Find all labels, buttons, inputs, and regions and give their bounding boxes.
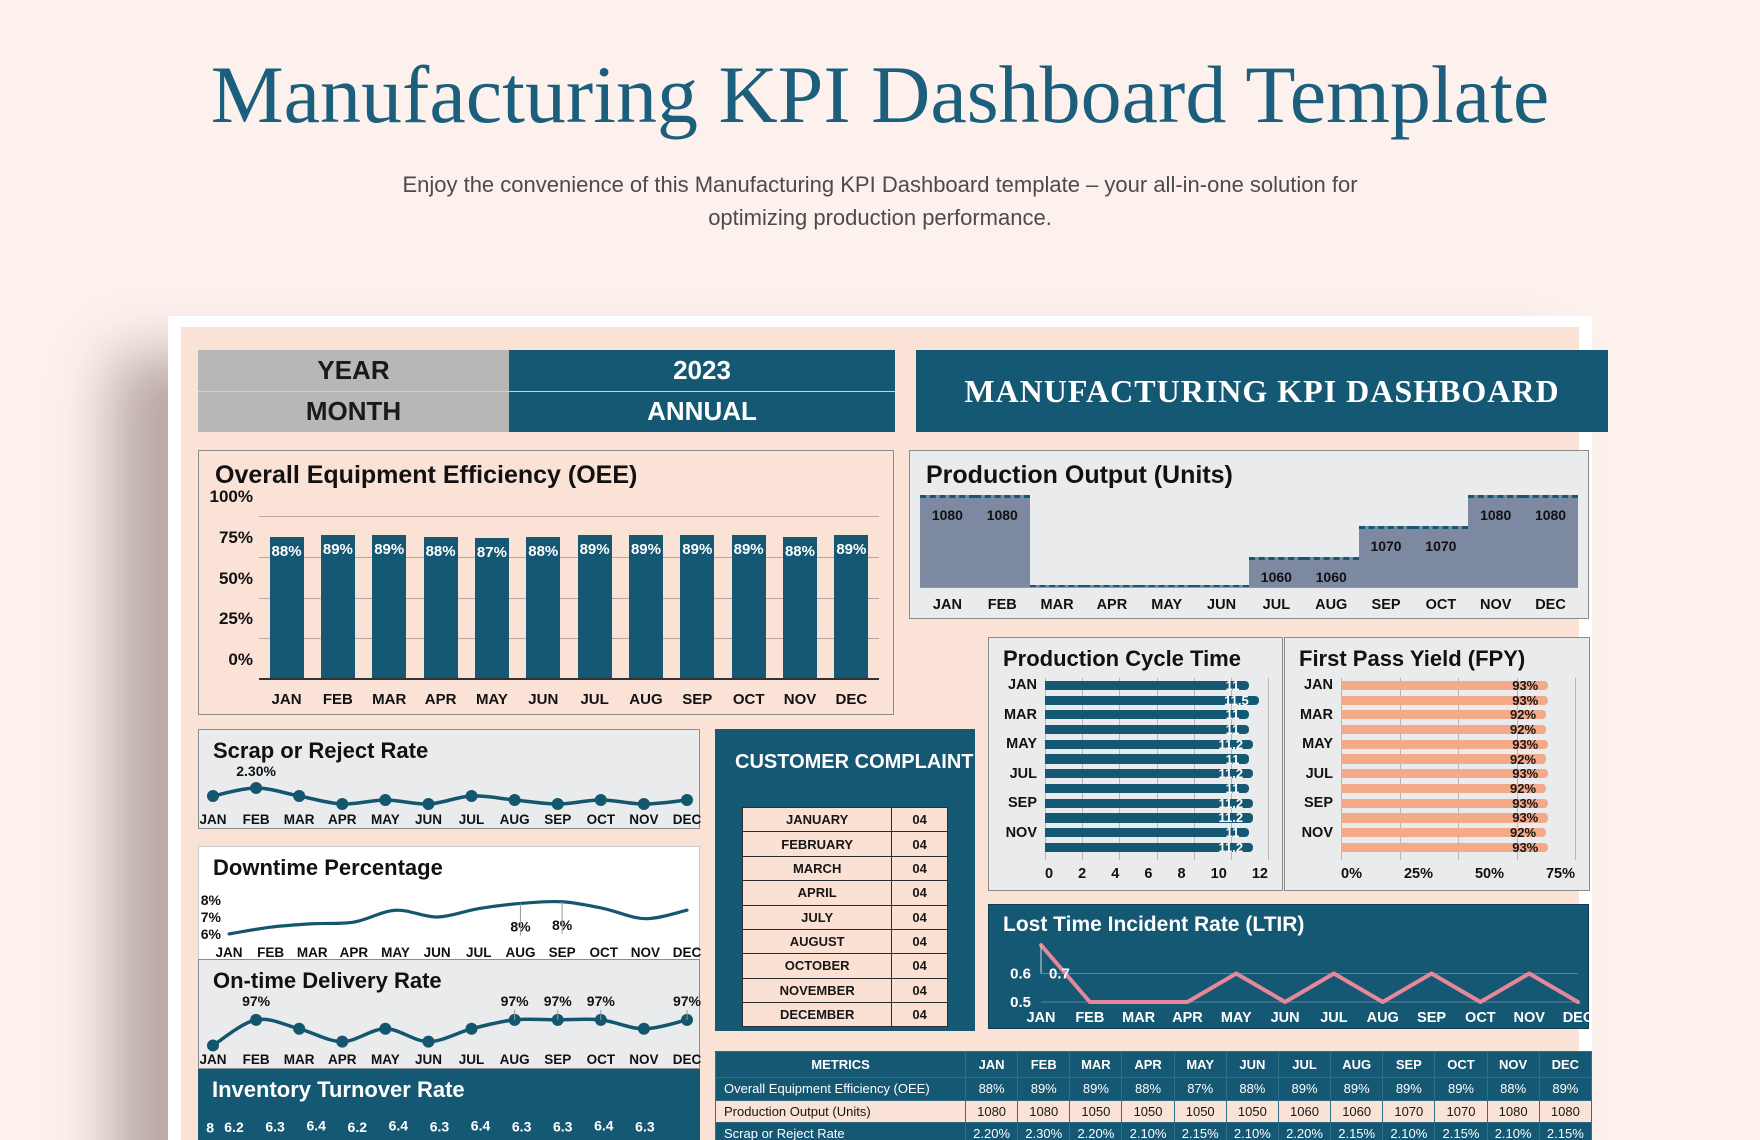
- svg-text:0.6: 0.6: [1010, 966, 1031, 983]
- svg-text:AUG: AUG: [1367, 1010, 1399, 1026]
- svg-text:NOV: NOV: [1513, 1010, 1545, 1026]
- svg-text:DEC: DEC: [673, 1052, 701, 1067]
- svg-text:MAY: MAY: [371, 1052, 400, 1067]
- svg-text:FEB: FEB: [1075, 1010, 1104, 1026]
- svg-text:8: 8: [206, 1120, 214, 1136]
- svg-text:FEB: FEB: [243, 812, 270, 827]
- svg-text:NOV: NOV: [629, 812, 658, 827]
- svg-text:JAN: JAN: [215, 945, 242, 960]
- svg-text:OCT: OCT: [589, 945, 618, 960]
- svg-text:JAN: JAN: [1026, 1010, 1055, 1026]
- svg-text:JUL: JUL: [466, 945, 492, 960]
- svg-text:DEC: DEC: [1563, 1010, 1590, 1026]
- svg-text:MAR: MAR: [284, 812, 315, 827]
- svg-text:DEC: DEC: [673, 812, 701, 827]
- svg-text:0.7: 0.7: [1049, 966, 1070, 983]
- svg-text:SEP: SEP: [1417, 1010, 1446, 1026]
- svg-text:OCT: OCT: [587, 1052, 616, 1067]
- svg-text:MAY: MAY: [371, 812, 400, 827]
- svg-text:JUN: JUN: [415, 812, 442, 827]
- svg-text:JUN: JUN: [424, 945, 451, 960]
- svg-text:MAY: MAY: [381, 945, 410, 960]
- svg-text:6.4: 6.4: [471, 1117, 491, 1133]
- svg-text:SEP: SEP: [549, 945, 576, 960]
- svg-text:AUG: AUG: [500, 1052, 530, 1067]
- svg-text:AUG: AUG: [500, 812, 530, 827]
- svg-text:FEB: FEB: [257, 945, 284, 960]
- svg-text:6.3: 6.3: [635, 1118, 655, 1134]
- svg-text:6.3: 6.3: [553, 1118, 573, 1134]
- svg-text:MAR: MAR: [284, 1052, 315, 1067]
- svg-text:MAR: MAR: [1122, 1010, 1156, 1026]
- svg-text:97%: 97%: [587, 993, 616, 1009]
- svg-text:6.3: 6.3: [265, 1118, 285, 1134]
- svg-text:JUN: JUN: [1271, 1010, 1300, 1026]
- svg-text:MAR: MAR: [297, 945, 328, 960]
- svg-text:6.3: 6.3: [512, 1118, 532, 1134]
- svg-text:JAN: JAN: [199, 812, 226, 827]
- svg-text:APR: APR: [328, 812, 357, 827]
- svg-text:JUL: JUL: [459, 1052, 485, 1067]
- svg-text:NOV: NOV: [629, 1052, 658, 1067]
- svg-text:6.2: 6.2: [224, 1119, 244, 1135]
- svg-text:FEB: FEB: [243, 1052, 270, 1067]
- svg-text:JUL: JUL: [459, 812, 485, 827]
- svg-text:APR: APR: [1172, 1010, 1203, 1026]
- svg-text:6.4: 6.4: [306, 1117, 326, 1133]
- svg-text:7%: 7%: [201, 909, 222, 925]
- svg-text:6.4: 6.4: [389, 1117, 409, 1133]
- svg-text:97%: 97%: [544, 993, 573, 1009]
- svg-text:DEC: DEC: [673, 945, 701, 960]
- svg-text:APR: APR: [340, 945, 369, 960]
- svg-text:6.4: 6.4: [594, 1117, 614, 1133]
- svg-text:JUN: JUN: [415, 1052, 442, 1067]
- svg-text:JAN: JAN: [199, 1052, 226, 1067]
- svg-text:JUL: JUL: [1320, 1010, 1348, 1026]
- svg-text:NOV: NOV: [631, 945, 660, 960]
- svg-text:0.5: 0.5: [1010, 994, 1031, 1011]
- svg-text:SEP: SEP: [544, 812, 571, 827]
- svg-text:AUG: AUG: [505, 945, 535, 960]
- svg-text:2.30%: 2.30%: [236, 763, 276, 779]
- svg-text:97%: 97%: [673, 993, 701, 1009]
- svg-text:6%: 6%: [201, 926, 222, 942]
- svg-text:6.3: 6.3: [430, 1118, 450, 1134]
- svg-text:6.2: 6.2: [348, 1119, 368, 1135]
- svg-text:OCT: OCT: [587, 812, 616, 827]
- svg-text:97%: 97%: [242, 993, 271, 1009]
- svg-text:APR: APR: [328, 1052, 357, 1067]
- svg-text:MAY: MAY: [1221, 1010, 1252, 1026]
- svg-text:97%: 97%: [501, 993, 530, 1009]
- svg-text:8%: 8%: [201, 892, 222, 908]
- svg-text:SEP: SEP: [544, 1052, 571, 1067]
- svg-text:OCT: OCT: [1465, 1010, 1496, 1026]
